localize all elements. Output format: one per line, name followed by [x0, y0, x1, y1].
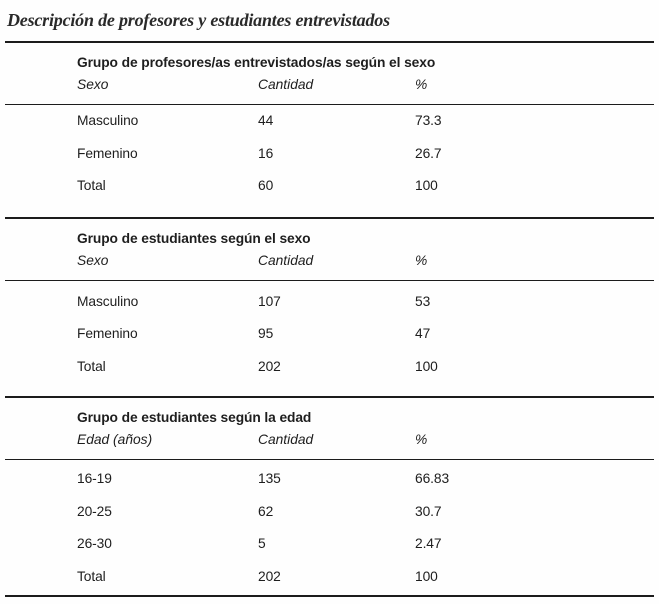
cell-label: 26-30 [77, 536, 112, 551]
column-header-sexo: Sexo [77, 252, 109, 268]
section-body: 16-19 135 66.83 20-25 62 30.7 26-30 5 2.… [5, 460, 654, 597]
column-header-cantidad: Cantidad [258, 77, 314, 92]
page-title: Descripción de profesores y estudiantes … [7, 10, 390, 30]
cell-label: Total [77, 568, 106, 584]
column-header-percent: % [415, 432, 428, 447]
column-header-cantidad: Cantidad [258, 252, 314, 268]
cell-cantidad: 95 [258, 326, 274, 341]
table-row: Femenino 16 26.7 [77, 138, 654, 171]
column-header-row: Edad (años) Cantidad % [77, 430, 654, 450]
table-row: Masculino 107 53 [77, 286, 654, 319]
section-body: Masculino 44 73.3 Femenino 16 26.7 Total… [5, 105, 654, 219]
column-header-cantidad: Cantidad [258, 432, 314, 447]
cell-percent: 100 [415, 358, 438, 374]
column-header-percent: % [415, 252, 428, 268]
column-header-edad: Edad (años) [77, 432, 153, 447]
cell-cantidad: 202 [258, 568, 281, 584]
cell-cantidad: 135 [258, 471, 281, 486]
column-header-percent: % [415, 77, 428, 92]
table-row: 20-25 62 30.7 [77, 496, 654, 529]
table-row: Femenino 95 47 [77, 318, 654, 351]
section-header: Grupo de profesores/as entrevistados/as … [5, 43, 654, 105]
cell-label: Masculino [77, 293, 139, 309]
cell-percent: 100 [415, 568, 438, 584]
cell-cantidad: 62 [258, 503, 274, 519]
cell-label: 20-25 [77, 503, 112, 519]
section-title: Grupo de profesores/as entrevistados/as … [77, 55, 436, 70]
cell-percent: 30.7 [415, 503, 442, 519]
cell-label: Masculino [77, 113, 139, 128]
cell-cantidad: 107 [258, 293, 281, 309]
column-header-row: Sexo Cantidad % [77, 75, 654, 95]
section-title: Grupo de estudiantes según la edad [77, 410, 312, 425]
cell-percent: 66.83 [415, 471, 450, 486]
cell-label: Total [77, 178, 106, 193]
section-header: Grupo de estudiantes según la edad Edad … [5, 398, 654, 460]
table-row: 16-19 135 66.83 [77, 463, 654, 496]
column-header-row: Sexo Cantidad % [77, 251, 654, 271]
cell-percent: 26.7 [415, 145, 442, 161]
table-section-profesores-sexo: Grupo de profesores/as entrevistados/as … [5, 43, 654, 219]
table-container: Grupo de profesores/as entrevistados/as … [5, 41, 654, 597]
cell-percent: 73.3 [415, 113, 442, 128]
table-row-total: Total 60 100 [77, 170, 654, 203]
section-header: Grupo de estudiantes según el sexo Sexo … [5, 219, 654, 281]
cell-percent: 47 [415, 326, 431, 341]
cell-cantidad: 44 [258, 113, 274, 128]
column-header-sexo: Sexo [77, 77, 109, 92]
cell-label: Femenino [77, 326, 138, 341]
section-title: Grupo de estudiantes según el sexo [77, 230, 311, 246]
cell-percent: 53 [415, 293, 431, 309]
cell-cantidad: 16 [258, 145, 274, 161]
cell-cantidad: 5 [258, 536, 266, 551]
cell-cantidad: 202 [258, 358, 281, 374]
table-row: Masculino 44 73.3 [77, 105, 654, 138]
table-row-total: Total 202 100 [77, 351, 654, 384]
table-section-estudiantes-edad: Grupo de estudiantes según la edad Edad … [5, 398, 654, 597]
section-body: Masculino 107 53 Femenino 95 47 Total 20… [5, 281, 654, 398]
cell-percent: 100 [415, 178, 438, 193]
table-row-total: Total 202 100 [77, 561, 654, 594]
cell-percent: 2.47 [415, 536, 442, 551]
cell-label: 16-19 [77, 471, 112, 486]
cell-cantidad: 60 [258, 178, 274, 193]
cell-label: Total [77, 358, 106, 374]
table-row: 26-30 5 2.47 [77, 528, 654, 561]
cell-label: Femenino [77, 145, 138, 161]
table-section-estudiantes-sexo: Grupo de estudiantes según el sexo Sexo … [5, 219, 654, 398]
